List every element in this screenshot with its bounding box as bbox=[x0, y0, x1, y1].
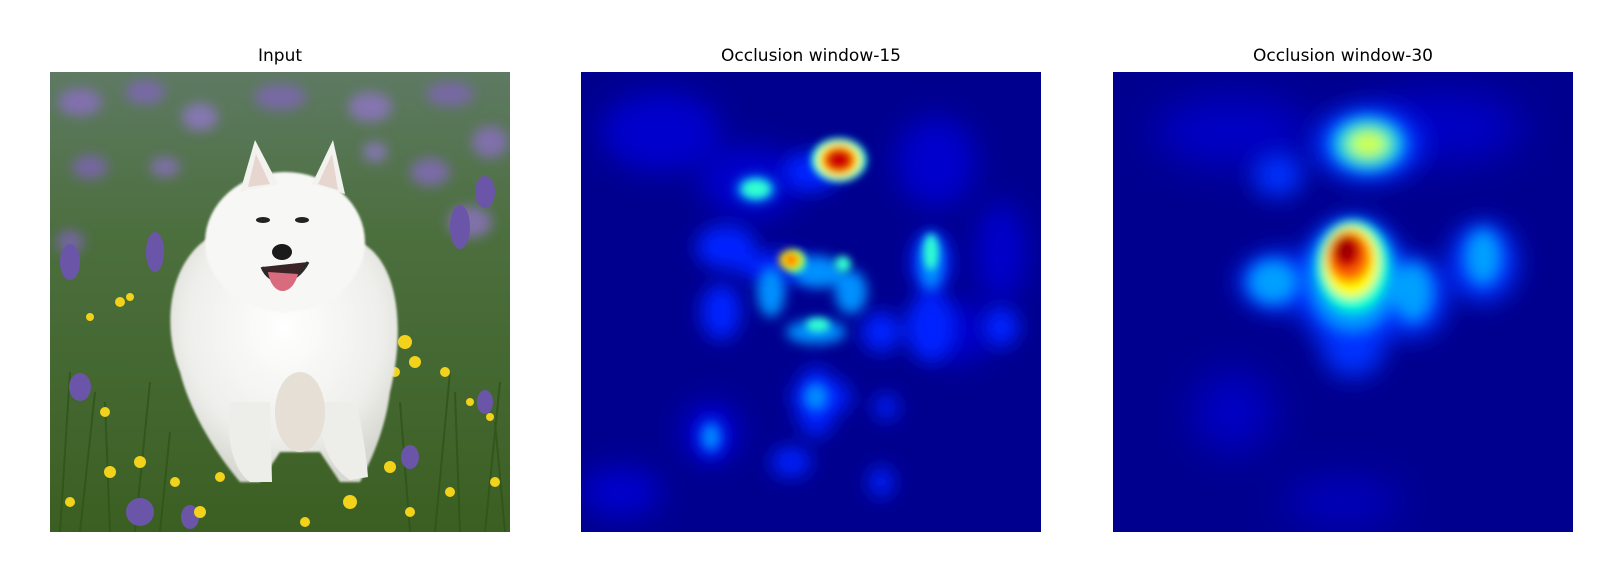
occlusion-15-heatmap-graphic bbox=[581, 72, 1041, 532]
grass bbox=[59, 371, 506, 532]
dog-photo bbox=[50, 72, 510, 532]
yellow-flowers bbox=[65, 293, 500, 527]
input-image bbox=[50, 72, 510, 532]
occlusion-30-panel-title: Occlusion window-30 bbox=[1253, 46, 1433, 66]
occlusion-30-heatmap-graphic bbox=[1113, 72, 1573, 532]
purple-flowers bbox=[60, 176, 495, 529]
occlusion-30-heatmap bbox=[1113, 72, 1573, 532]
background-flowers bbox=[56, 80, 508, 254]
occlusion-15-panel-title: Occlusion window-15 bbox=[721, 46, 901, 66]
dog bbox=[170, 140, 398, 482]
occlusion-15-heatmap bbox=[581, 72, 1041, 532]
input-panel-title: Input bbox=[257, 46, 303, 66]
